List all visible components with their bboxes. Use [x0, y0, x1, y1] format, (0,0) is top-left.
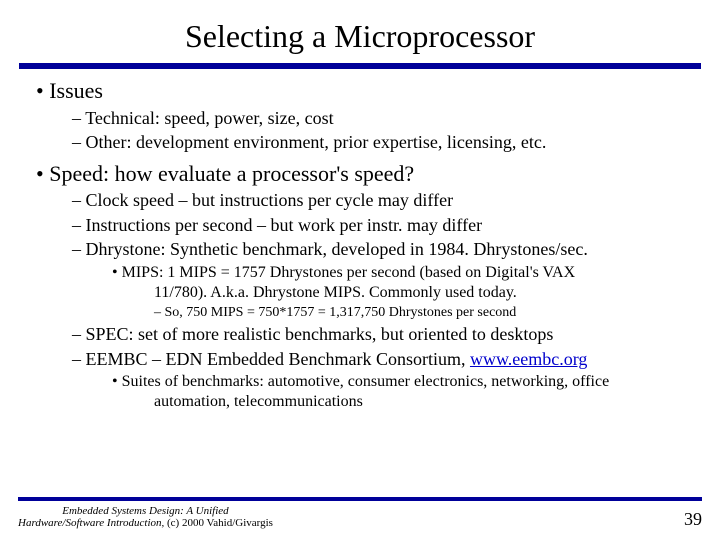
- eembc-link[interactable]: www.eembc.org: [470, 349, 587, 369]
- bullet-other: Other: development environment, prior ex…: [72, 131, 698, 154]
- bullet-dhrystone: Dhrystone: Synthetic benchmark, develope…: [72, 238, 698, 261]
- eembc-text: EEMBC – EDN Embedded Benchmark Consortiu…: [86, 349, 470, 369]
- footer-line2b: (c) 2000 Vahid/Givargis: [167, 517, 273, 529]
- footer: Embedded Systems Design: A Unified Hardw…: [0, 497, 720, 530]
- content-area: Issues Technical: speed, power, size, co…: [0, 77, 720, 411]
- slide: Selecting a Microprocessor Issues Techni…: [0, 0, 720, 540]
- slide-title: Selecting a Microprocessor: [0, 0, 720, 63]
- bullet-suites-l1: Suites of benchmarks: automotive, consum…: [112, 372, 698, 392]
- footer-line1: Embedded Systems Design: A Unified: [62, 505, 228, 517]
- page-number: 39: [684, 509, 702, 530]
- bullet-mips-l2: 11/780). A.k.a. Dhrystone MIPS. Commonly…: [154, 283, 698, 302]
- bullet-ips: Instructions per second – but work per i…: [72, 214, 698, 237]
- bullet-issues: Issues: [36, 77, 698, 105]
- footer-rule: [18, 497, 702, 501]
- bullet-spec: SPEC: set of more realistic benchmarks, …: [72, 323, 698, 346]
- bullet-clock-speed: Clock speed – but instructions per cycle…: [72, 189, 698, 212]
- bullet-technical: Technical: speed, power, size, cost: [72, 107, 698, 130]
- title-rule: [19, 63, 701, 69]
- bullet-speed: Speed: how evaluate a processor's speed?: [36, 160, 698, 188]
- bullet-eembc: EEMBC – EDN Embedded Benchmark Consortiu…: [72, 348, 698, 371]
- bullet-mips-calc: So, 750 MIPS = 750*1757 = 1,317,750 Dhry…: [154, 304, 698, 322]
- footer-text: Embedded Systems Design: A Unified Hardw…: [18, 505, 273, 530]
- bullet-mips-l1: MIPS: 1 MIPS = 1757 Dhrystones per secon…: [112, 263, 698, 283]
- footer-line2a: Hardware/Software Introduction,: [18, 517, 167, 529]
- bullet-suites-l2: automation, telecommunications: [154, 392, 698, 411]
